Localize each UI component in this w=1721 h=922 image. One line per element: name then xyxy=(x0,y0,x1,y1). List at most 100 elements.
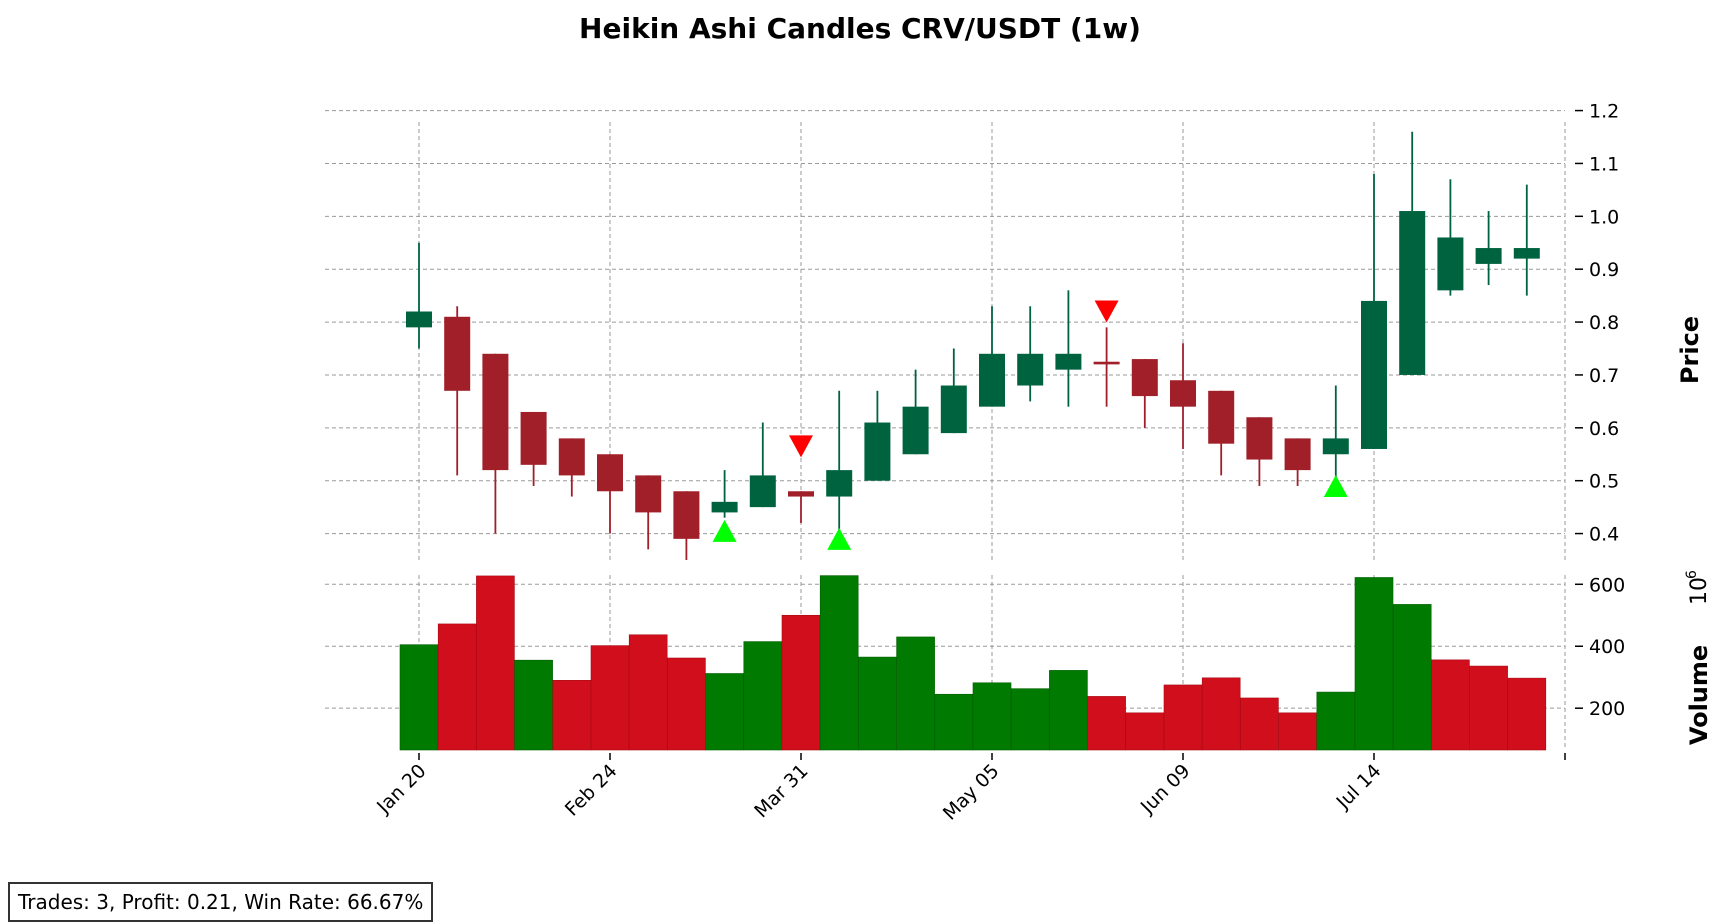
candle xyxy=(558,438,585,497)
candle xyxy=(788,491,814,523)
candle xyxy=(902,369,929,455)
volume-bar xyxy=(1125,712,1165,751)
volume-bar xyxy=(628,634,668,751)
x-tick-label: Mar 31 xyxy=(750,760,812,822)
candle xyxy=(749,422,776,508)
candle-body xyxy=(711,501,738,513)
candle xyxy=(1322,385,1349,481)
volume-bar xyxy=(1354,577,1394,751)
candle xyxy=(1437,179,1464,296)
candle-body xyxy=(1284,438,1311,471)
volume-bar xyxy=(1240,697,1279,751)
candle-body xyxy=(979,353,1005,407)
volume-bar xyxy=(437,623,477,751)
sell-marker xyxy=(1094,300,1119,323)
volume-bar xyxy=(858,656,897,751)
candle-body xyxy=(1017,353,1044,386)
x-tick-label: Jan 20 xyxy=(372,760,430,818)
price-tick-label: 0.8 xyxy=(1589,312,1619,334)
x-tick-label: Jul 14 xyxy=(1332,760,1386,814)
volume-bar xyxy=(1392,604,1432,751)
candle xyxy=(979,306,1005,407)
buy-marker xyxy=(712,519,737,542)
candle xyxy=(1170,343,1196,449)
candle-body xyxy=(1475,248,1502,264)
candle xyxy=(406,242,432,349)
buy-marker xyxy=(827,527,852,550)
volume-bar xyxy=(590,645,630,751)
volume-tick-label: 600 xyxy=(1589,574,1625,596)
candle xyxy=(597,454,623,534)
candle-body xyxy=(1093,361,1120,365)
candle-body xyxy=(1437,237,1464,291)
x-tick-label: Feb 24 xyxy=(561,760,622,821)
chart: Heikin Ashi Candles CRV/USDT (1w) 0.4 0.5… xyxy=(325,12,1713,825)
price-tick-label: 1.2 xyxy=(1589,101,1619,123)
volume-axis: 200 400 600 xyxy=(1575,574,1625,720)
candle xyxy=(864,390,891,481)
candle xyxy=(482,353,509,534)
candle-body xyxy=(1513,248,1540,259)
x-axis: Jan 20 Feb 24 Mar 31 May 05 Jun 09 Jul 14 xyxy=(372,753,1566,825)
price-tick-label: 0.5 xyxy=(1589,471,1619,493)
trade-stats-box: Trades: 3, Profit: 0.21, Win Rate: 66.67… xyxy=(8,882,434,922)
volume-bar xyxy=(1278,712,1317,751)
candle xyxy=(1246,417,1273,486)
sell-marker xyxy=(789,435,813,458)
price-tick-label: 0.9 xyxy=(1589,259,1619,281)
price-axis-label: Price xyxy=(1676,316,1704,384)
svg-text:10: 10 xyxy=(1687,577,1712,605)
x-tick-label: Jun 09 xyxy=(1136,760,1195,819)
volume-bar xyxy=(1431,659,1470,751)
trade-markers xyxy=(712,300,1348,550)
candle xyxy=(940,348,967,434)
candle-body xyxy=(520,411,547,465)
candle-body xyxy=(1322,438,1349,455)
candle-body xyxy=(1208,390,1235,444)
candle-body xyxy=(1170,380,1196,407)
candle-body xyxy=(673,491,700,539)
candle-body xyxy=(788,491,814,497)
candle xyxy=(1208,390,1235,476)
volume-bar xyxy=(1507,677,1547,751)
candle-body xyxy=(749,475,776,508)
volume-tick-label: 400 xyxy=(1589,636,1625,658)
candle xyxy=(1093,327,1120,407)
chart-title: Heikin Ashi Candles CRV/USDT (1w) xyxy=(579,12,1141,45)
candle-body xyxy=(444,316,471,391)
candle xyxy=(520,411,547,486)
volume-bar xyxy=(819,575,859,751)
volume-bars xyxy=(399,575,1547,751)
candle-body xyxy=(940,385,967,434)
volume-tick-label: 200 xyxy=(1589,698,1625,720)
x-tick-label: May 05 xyxy=(939,760,1004,825)
volume-bar xyxy=(781,614,821,751)
candle xyxy=(1055,290,1082,407)
volume-bar xyxy=(1087,696,1126,751)
volume-bar xyxy=(743,641,783,751)
candle-body xyxy=(635,475,662,513)
candle xyxy=(1131,359,1158,428)
candle-body xyxy=(1131,359,1158,397)
candle-body xyxy=(1399,211,1426,375)
price-axis: 0.4 0.5 0.6 0.7 0.8 0.9 1.0 1.1 1.2 xyxy=(1575,101,1619,546)
candle-body xyxy=(1055,353,1082,370)
buy-marker xyxy=(1323,474,1348,497)
candle xyxy=(1284,438,1311,486)
price-tick-label: 0.4 xyxy=(1589,524,1619,546)
volume-bar xyxy=(1469,665,1508,751)
candle-body xyxy=(1246,417,1273,460)
candle xyxy=(1513,184,1540,296)
candle xyxy=(1017,306,1044,402)
candle xyxy=(444,306,471,476)
candle xyxy=(673,491,700,560)
price-tick-label: 1.1 xyxy=(1589,153,1619,175)
candle xyxy=(826,390,853,534)
svg-text:6: 6 xyxy=(1684,570,1700,579)
candle-body xyxy=(902,406,929,455)
candle-body xyxy=(826,470,853,497)
volume-bar xyxy=(1201,677,1241,751)
candle-body xyxy=(1361,300,1387,449)
candle xyxy=(1475,211,1502,286)
volume-bar xyxy=(972,682,1012,751)
